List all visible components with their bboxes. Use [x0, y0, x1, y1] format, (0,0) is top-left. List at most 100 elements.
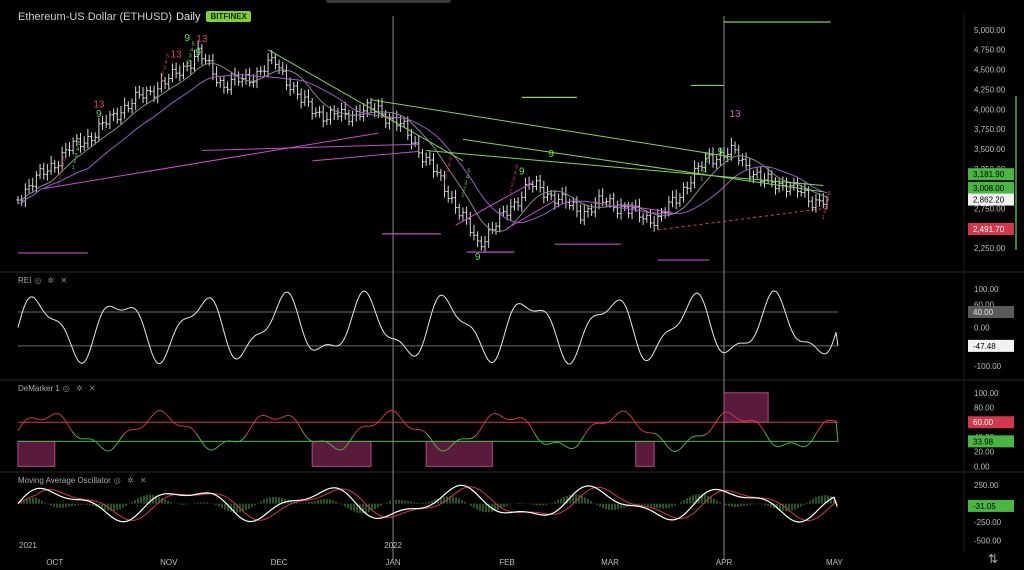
demark-count: 4: [826, 197, 829, 203]
demark-9-label: 9: [184, 33, 190, 44]
demarker-line: [587, 426, 591, 431]
demarker-line: [631, 417, 635, 422]
demarker-line: [447, 446, 451, 450]
demarker-line: [203, 444, 207, 448]
demarker-line: [755, 421, 759, 424]
demarker-line: [495, 413, 499, 415]
rei-tick-label: 0.00: [974, 324, 990, 333]
demarker-panel-label[interactable]: DeMarker 1 ◎ ✲ ✕: [18, 384, 98, 393]
demarker-line: [239, 439, 243, 442]
demarker-line: [619, 410, 623, 413]
demarker-line: [323, 440, 327, 443]
demarker-line: [177, 424, 181, 427]
demarker-line: [187, 426, 191, 428]
demarker-line: [691, 435, 695, 438]
panel-settings-icons[interactable]: ◎ ✲ ✕: [34, 276, 70, 285]
demarker-line: [119, 436, 123, 440]
demarker-line: [325, 441, 329, 444]
demarker-badge-label: 33.98: [973, 437, 994, 446]
demarker-line: [419, 429, 423, 431]
demarker-line: [59, 414, 63, 417]
demarker-line: [455, 439, 459, 442]
demarker-line: [477, 429, 481, 434]
demarker-line: [475, 432, 479, 436]
demark-count: 3: [825, 203, 828, 209]
moving-average-short: [17, 62, 828, 233]
demarker-line: [435, 445, 439, 449]
demarker-line: [113, 444, 117, 448]
demarker-tick-label: 20.00: [974, 448, 995, 457]
demarker-line: [713, 421, 717, 426]
trend-line-magenta: [455, 181, 534, 226]
demarker-line: [165, 413, 169, 417]
demarker-line: [69, 427, 73, 432]
demark-count: 2: [187, 60, 190, 66]
demarker-line: [717, 415, 721, 420]
demarker-line: [401, 419, 405, 423]
demarker-line: [19, 424, 23, 428]
demarker-line: [93, 440, 97, 443]
exchange-badge: BITFINEX: [206, 11, 251, 22]
interval-label[interactable]: Daily: [176, 11, 201, 23]
demarker-line: [353, 431, 357, 436]
demarker-line: [761, 427, 765, 432]
rei-panel-label[interactable]: REI ◎ ✲ ✕: [18, 276, 69, 285]
year-label: 2022: [384, 541, 402, 550]
mao-panel-label[interactable]: Moving Average Oscillator ◎ ✲ ✕: [18, 476, 149, 485]
demarker-line: [347, 440, 351, 445]
demark-count: 3: [464, 181, 467, 187]
rei-tick-label: 60.00: [974, 300, 995, 309]
demarker-line: [611, 417, 615, 420]
demarker-line: [199, 438, 203, 443]
demarker-line: [251, 422, 255, 426]
demark-count: 5: [78, 141, 81, 147]
demarker-line: [305, 436, 309, 440]
swap-arrows-icon[interactable]: ⇅: [987, 552, 998, 566]
demarker-line: [167, 416, 171, 420]
demarker-line: [295, 420, 299, 424]
demarker-line: [269, 417, 273, 420]
demarker-line: [771, 442, 775, 446]
demark-count: 4: [448, 163, 451, 169]
demarker-line: [585, 429, 589, 433]
price-tick-label: 5,000.00: [974, 26, 1006, 35]
price-badge: [968, 222, 1014, 235]
demarker-line: [655, 433, 659, 436]
mao-tick-label: 250.00: [974, 481, 999, 490]
demarker-line: [393, 410, 397, 413]
demarker-line: [489, 413, 493, 417]
demarker-line: [147, 418, 151, 422]
demarker-line: [115, 442, 119, 446]
demarker-line: [125, 430, 129, 433]
demarker-line: [763, 430, 767, 435]
panel-settings-icons[interactable]: ◎ ✲ ✕: [113, 476, 149, 485]
demarker-line: [379, 417, 383, 421]
demarker-line: [423, 430, 427, 434]
price-tick-label: 2,250.00: [974, 244, 1006, 253]
demarker-line: [291, 416, 295, 419]
demarker-line: [377, 419, 381, 423]
demark-count: 1: [461, 193, 464, 199]
demarker-line: [331, 445, 335, 448]
demarker-line: [501, 416, 505, 419]
demarker-line: [35, 418, 39, 420]
demarker-line: [297, 423, 301, 428]
panel-settings-icons[interactable]: ◎ ✲ ✕: [62, 384, 98, 393]
demarker-line: [95, 441, 99, 445]
demarker-line: [335, 448, 339, 451]
demark-count: 1: [186, 66, 189, 72]
price-badge-label: 2,491.70: [973, 225, 1005, 234]
demarker-line: [629, 415, 633, 419]
demarker-zone: [723, 392, 769, 423]
trend-line-magenta: [506, 200, 556, 229]
demark-count: 3: [75, 153, 78, 159]
demarker-line: [149, 415, 153, 419]
demarker-line: [625, 411, 629, 414]
rei-tick-label: -100.00: [974, 362, 1002, 371]
demarker-line: [271, 418, 275, 420]
demarker-line: [557, 441, 561, 444]
demark-13-label: 13: [171, 50, 183, 61]
axes: 5,000.00 4,750.00 4,500.00 4,250.00 4,000.00…: [19, 26, 1017, 567]
demarker-line: [153, 411, 157, 415]
